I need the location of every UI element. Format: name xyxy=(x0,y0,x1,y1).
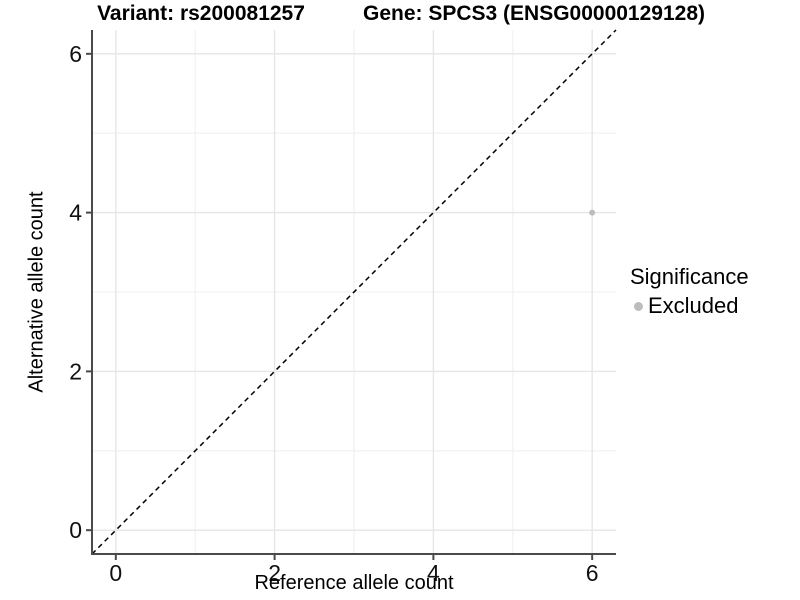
legend-item-excluded: Excluded xyxy=(628,293,749,319)
y-tick-label: 2 xyxy=(69,358,82,384)
x-axis-title: Reference allele count xyxy=(254,572,454,594)
legend-key xyxy=(628,296,648,316)
x-tick-label: 6 xyxy=(586,560,599,586)
y-tick-label: 0 xyxy=(69,517,82,543)
x-tick-label: 4 xyxy=(427,560,440,586)
y-axis-title: Alternative allele count xyxy=(25,191,48,393)
x-tick-label: 0 xyxy=(109,560,122,586)
legend-title: Significance xyxy=(630,264,749,289)
data-point xyxy=(589,209,596,216)
x-tick-label: 2 xyxy=(268,560,281,586)
legend-item-label: Excluded xyxy=(648,293,739,318)
identity-dashed-line xyxy=(91,29,617,555)
y-tick-label: 4 xyxy=(69,200,82,226)
legend: Significance Excluded xyxy=(628,264,749,319)
y-tick-label: 6 xyxy=(69,41,82,67)
variant-title: Variant: rs200081257 xyxy=(97,2,305,25)
excluded-point-icon xyxy=(633,301,643,311)
gene-title: Gene: SPCS3 (ENSG00000129128) xyxy=(362,2,706,25)
